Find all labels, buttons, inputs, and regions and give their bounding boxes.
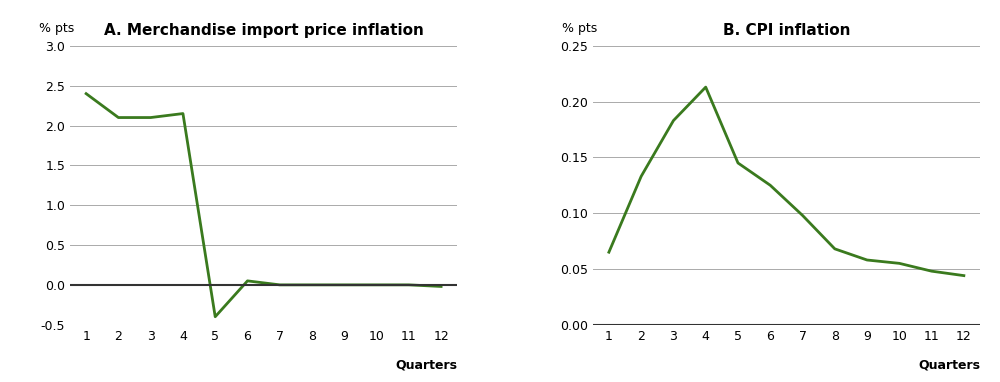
Title: A. Merchandise import price inflation: A. Merchandise import price inflation [104, 23, 424, 38]
Title: B. CPI inflation: B. CPI inflation [723, 23, 850, 38]
Text: Quarters: Quarters [918, 358, 980, 371]
Text: Quarters: Quarters [395, 358, 457, 371]
Text: % pts: % pts [562, 22, 597, 35]
Text: % pts: % pts [39, 22, 74, 35]
